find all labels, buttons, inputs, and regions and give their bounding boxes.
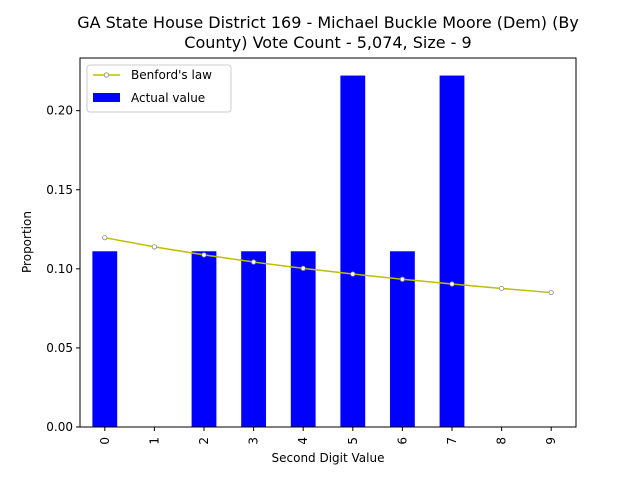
- x-tick-label: 3: [247, 437, 261, 445]
- bar-digit-7: [439, 75, 465, 427]
- chart-title-line-2: County) Vote Count - 5,074, Size - 9: [184, 33, 471, 52]
- y-tick-label: 0.05: [46, 341, 73, 355]
- plot-frame: [79, 57, 577, 428]
- benford-point-4: [300, 265, 306, 271]
- x-tick-label: 8: [495, 437, 509, 445]
- bar-digit-4: [290, 251, 316, 427]
- benford-point-8: [498, 285, 505, 292]
- legend: Benford's law Actual value: [86, 64, 232, 113]
- y-axis-ticks: 0.00 0.05 0.10 0.15 0.20: [46, 104, 80, 434]
- y-tick-label: 0.20: [46, 104, 73, 118]
- legend-benford-label: Benford's law: [131, 68, 212, 82]
- y-tick-label: 0.00: [46, 420, 73, 434]
- bars-layer: [92, 75, 465, 427]
- x-tick-label: 9: [544, 437, 558, 445]
- legend-box: [86, 64, 232, 113]
- x-tick-label: 2: [197, 437, 211, 445]
- benford-line-layer: [102, 235, 554, 296]
- y-axis-label: Proportion: [20, 211, 34, 273]
- legend-actual-swatch: [93, 93, 120, 102]
- x-tick-label: 6: [395, 437, 409, 445]
- bar-digit-2: [191, 251, 217, 427]
- x-tick-label: 7: [445, 437, 459, 445]
- benford-point-1: [151, 244, 157, 250]
- legend-actual-label: Actual value: [131, 91, 205, 105]
- benford-point-9: [548, 289, 554, 296]
- benford-line: [104, 236, 552, 294]
- x-axis-ticks: 0 1 2 3 4 5 6 7 8 9: [98, 427, 558, 445]
- x-tick-label: 5: [346, 437, 360, 445]
- bar-digit-0: [92, 251, 118, 427]
- x-tick-label: 0: [98, 437, 112, 445]
- benford-point-3: [251, 259, 257, 265]
- benford-point-6: [399, 276, 405, 282]
- x-tick-label: 1: [147, 437, 161, 445]
- chart-title-line-1: GA State House District 169 - Michael Bu…: [77, 13, 579, 32]
- benford-point-0: [102, 235, 108, 241]
- bar-digit-5: [340, 75, 366, 427]
- x-tick-label: 4: [296, 437, 310, 445]
- benford-point-5: [350, 271, 356, 277]
- bar-digit-3: [241, 251, 266, 427]
- benford-point-7: [449, 281, 455, 287]
- benford-point-2: [201, 252, 207, 258]
- y-tick-label: 0.15: [46, 183, 73, 197]
- x-axis-label: Second Digit Value: [272, 451, 385, 465]
- y-tick-label: 0.10: [46, 262, 73, 276]
- legend-benford-marker: [103, 72, 110, 78]
